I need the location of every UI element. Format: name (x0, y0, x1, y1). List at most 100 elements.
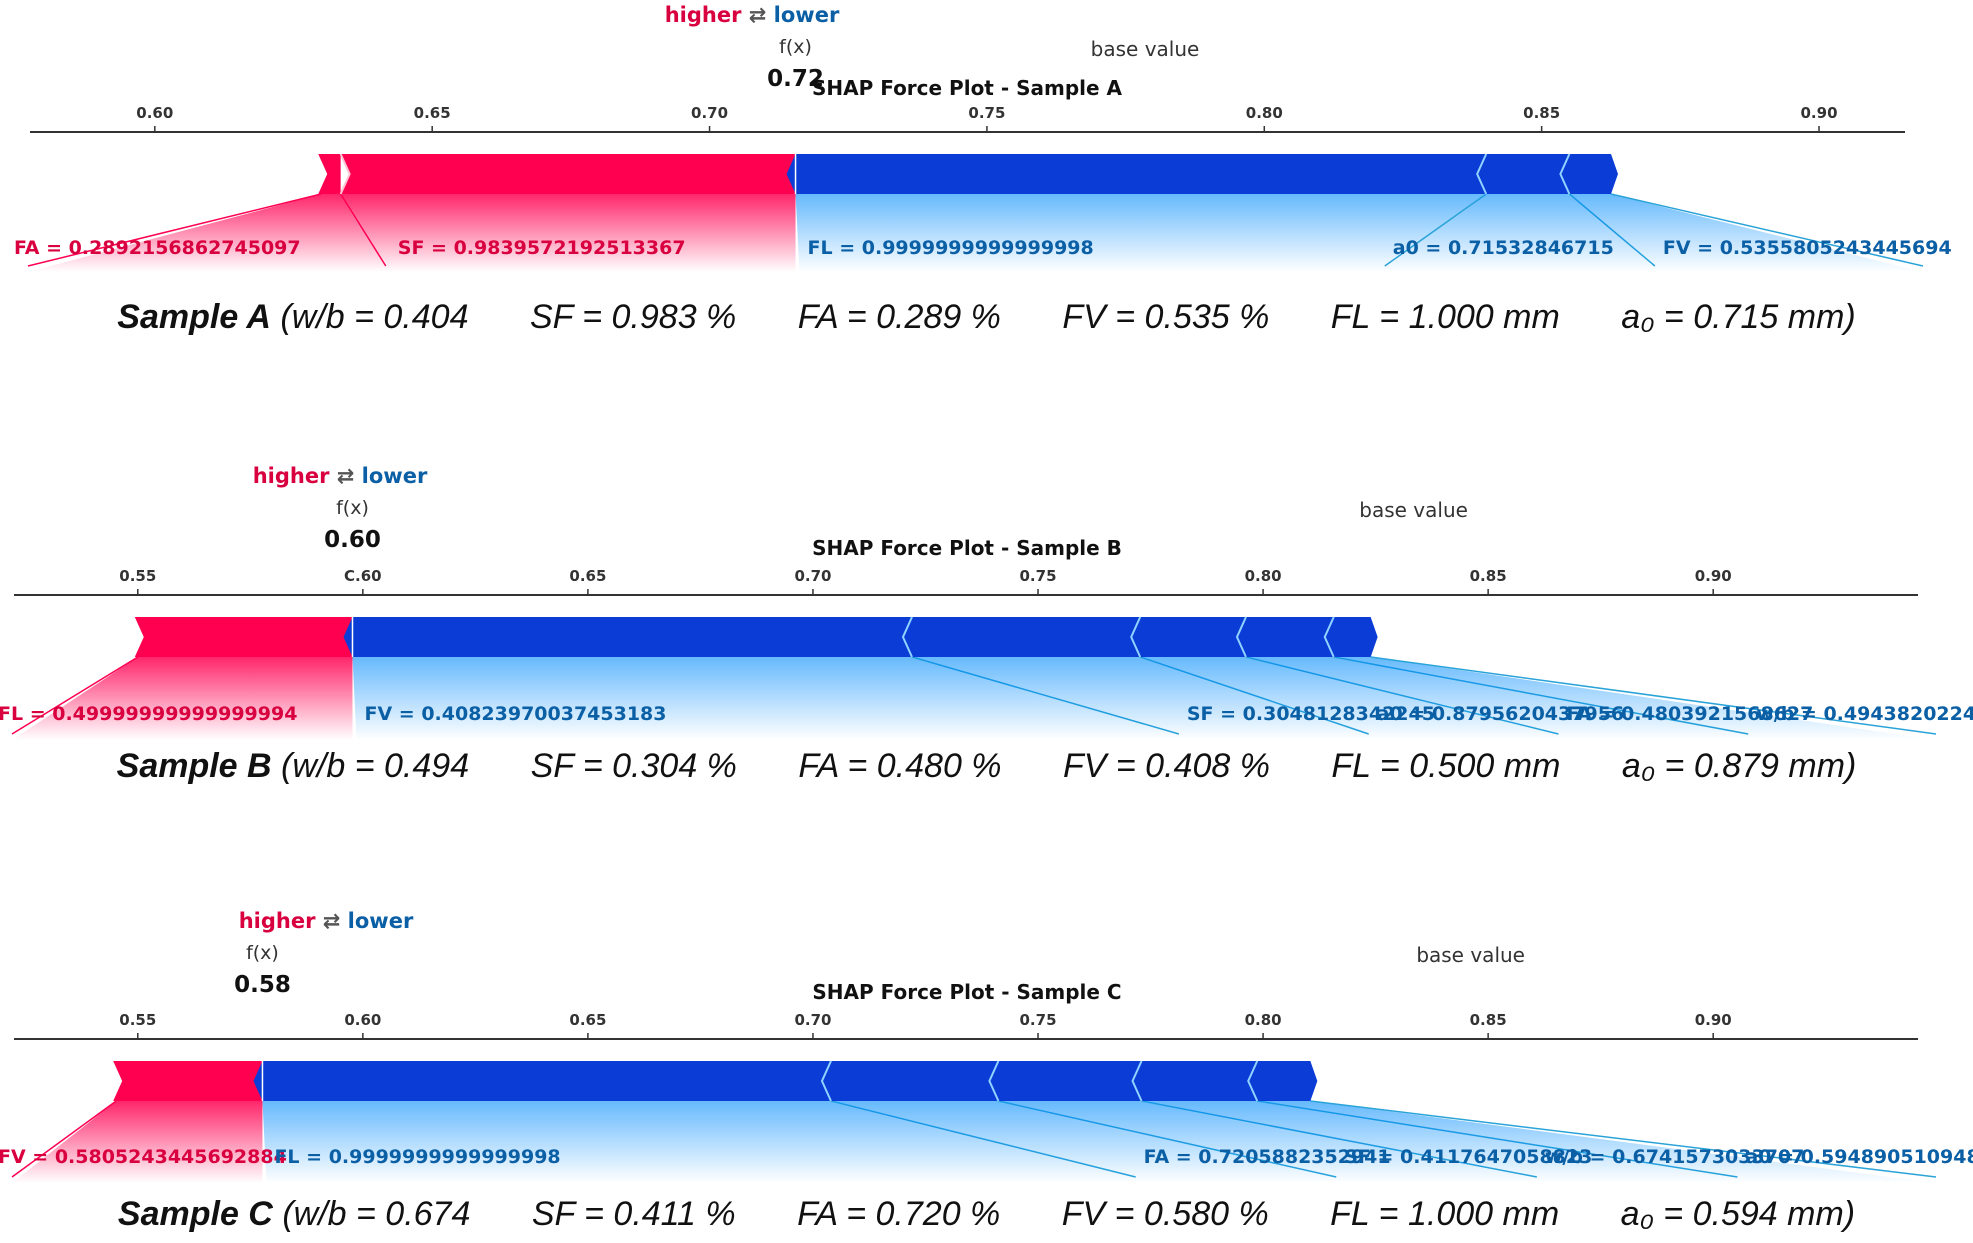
negative-fan (1333, 657, 1936, 740)
negative-bar-separator (1130, 616, 1142, 658)
negative-fan (1140, 657, 1559, 740)
x-tick-label: 0.90 (1695, 1011, 1732, 1029)
summary-name: Sample C (117, 1195, 273, 1233)
feature-label-negative: a0 = 0.71532846715 (1393, 237, 1614, 259)
negative-fan (262, 1101, 1136, 1183)
x-tick-label: 0.90 (1695, 567, 1732, 585)
summary-sf: SF = 0.411 % (531, 1195, 736, 1233)
negative-bar-separator (1131, 1060, 1143, 1102)
negative-bar-separator (988, 1060, 1000, 1102)
negative-fan (830, 1101, 1337, 1183)
summary-sample-c: Sample C (w/b = 0.674 SF = 0.411 % FA = … (0, 1195, 1973, 1234)
summary-fl: FL = 0.500 mm (1331, 747, 1561, 785)
summary-sample-a: Sample A (w/b = 0.404 SF = 0.983 % FA = … (0, 298, 1973, 337)
negative-bar-w/b (1132, 1061, 1258, 1101)
feature-label-negative: FV = 0.5355805243445694 (1663, 237, 1952, 259)
x-tick-label: 0.90 (1801, 104, 1838, 122)
x-tick-label: 0.60 (344, 1011, 381, 1029)
negative-bar-a0 (1477, 154, 1570, 194)
negative-stem (1370, 656, 1937, 735)
negative-bar-FA (1236, 617, 1334, 657)
force-plot-sample-c: 0.55 0.60 0.65 0.70 0.75 0.80 0.85 0.90 SHAP For… (0, 909, 1973, 1183)
summary-a0: a₀ = 0.594 mm) (1620, 1195, 1856, 1233)
force-plot-sample-b: 0.55 C.60 0.65 0.70 0.75 0.80 0.85 0.90 SHAP For… (0, 464, 1973, 740)
summary-fl: FL = 1.000 mm (1330, 298, 1560, 336)
base-value-label: base value (1091, 37, 1200, 61)
summary-name: Sample B (116, 747, 272, 785)
x-tick-label: 0.65 (569, 567, 606, 585)
summary-name: Sample A (117, 298, 271, 336)
force-plot-sample-a: 0.60 0.65 0.70 0.75 0.80 0.85 0.90 SHAP Force P… (14, 3, 1952, 272)
negative-fan (1245, 657, 1749, 740)
negative-bar-separator (1235, 616, 1247, 658)
x-tick-label: 0.80 (1245, 1011, 1282, 1029)
summary-fa: FA = 0.289 % (797, 298, 1001, 336)
x-tick-label: 0.70 (794, 567, 831, 585)
negative-fan (911, 657, 1369, 740)
negative-bar-FL (786, 154, 1487, 194)
feature-label-negative: FL = 0.9999999999999998 (808, 237, 1094, 259)
summary-sample-b: Sample B (w/b = 0.494 SF = 0.304 % FA = … (0, 747, 1973, 786)
summary-wb: (w/b = 0.404 (280, 298, 469, 336)
feature-label-negative: a0 = 0.5948905109489053 (1745, 1146, 1973, 1168)
x-tick-label: 0.85 (1470, 567, 1507, 585)
x-tick-label: 0.70 (691, 104, 728, 122)
positive-stem (27, 193, 322, 267)
x-tick-label: 0.75 (1020, 567, 1057, 585)
fx-label: f(x) (336, 497, 369, 519)
negative-fan (1569, 194, 1923, 272)
negative-stem (1384, 193, 1487, 267)
base-value-label: base value (1359, 498, 1468, 522)
x-tick-label: 0.85 (1523, 104, 1560, 122)
summary-sf: SF = 0.304 % (530, 747, 737, 785)
negative-fan (1384, 194, 1655, 272)
x-tick-label: 0.55 (119, 567, 156, 585)
negative-bar-a0 (1131, 617, 1246, 657)
positive-fan (12, 657, 353, 740)
negative-fan (1257, 1101, 1936, 1183)
positive-bar-FV (113, 1061, 263, 1101)
summary-wb: (w/b = 0.674 (282, 1195, 471, 1233)
summary-wb: (w/b = 0.494 (281, 747, 470, 785)
positive-fan (12, 1101, 263, 1183)
base-value-label: base value (1416, 943, 1525, 967)
negative-fan (352, 657, 1179, 740)
summary-a0: a₀ = 0.879 mm) (1621, 747, 1857, 785)
positive-bar-SF (340, 154, 796, 194)
feature-label-negative: SF = 0.4117647058823 (1344, 1146, 1592, 1168)
x-tick-label: 0.75 (968, 104, 1005, 122)
negative-bar-FA (821, 1061, 999, 1101)
fx-value: 0.60 (324, 527, 381, 553)
positive-stem (340, 193, 387, 267)
summary-fa: FA = 0.720 % (797, 1195, 1001, 1233)
chart-title: SHAP Force Plot - Sample C (812, 980, 1121, 1004)
fx-value: 0.58 (234, 972, 291, 998)
feature-label-negative: a0 = 0.8795620437956 (1377, 703, 1625, 725)
positive-bar-FL (134, 617, 353, 657)
negative-bar-SF (989, 1061, 1142, 1101)
summary-fl: FL = 1.000 mm (1330, 1195, 1560, 1233)
legend-higher-lower: higher ⇄ lower (665, 3, 840, 27)
positive-stem (11, 1100, 117, 1178)
summary-fv: FV = 0.580 % (1061, 1195, 1269, 1233)
positive-stem (11, 656, 139, 735)
legend-higher-lower: higher ⇄ lower (253, 464, 428, 488)
x-tick-label: 0.55 (119, 1011, 156, 1029)
negative-bar-w/b (1324, 617, 1378, 657)
negative-bar-separator (1476, 153, 1488, 195)
x-tick-label: 0.65 (414, 104, 451, 122)
x-tick-label: 0.65 (569, 1011, 606, 1029)
fx-label: f(x) (779, 36, 812, 58)
feature-label-positive: FV = 0.5805243445692884 (0, 1146, 287, 1168)
feature-label-negative: FA = 0.7205882352941 (1144, 1146, 1391, 1168)
negative-bar-separator (1323, 616, 1335, 658)
negative-bar-separator (1247, 1060, 1259, 1102)
summary-fv: FV = 0.535 % (1062, 298, 1270, 336)
negative-fan (795, 194, 1487, 272)
legend-higher-lower: higher ⇄ lower (239, 909, 414, 933)
feature-label-negative: w/b = 0.4943820224719102 (1756, 703, 1973, 725)
x-tick-label: 0.80 (1245, 567, 1282, 585)
x-tick-label: 0.85 (1470, 1011, 1507, 1029)
negative-bar-FV (1560, 154, 1618, 194)
